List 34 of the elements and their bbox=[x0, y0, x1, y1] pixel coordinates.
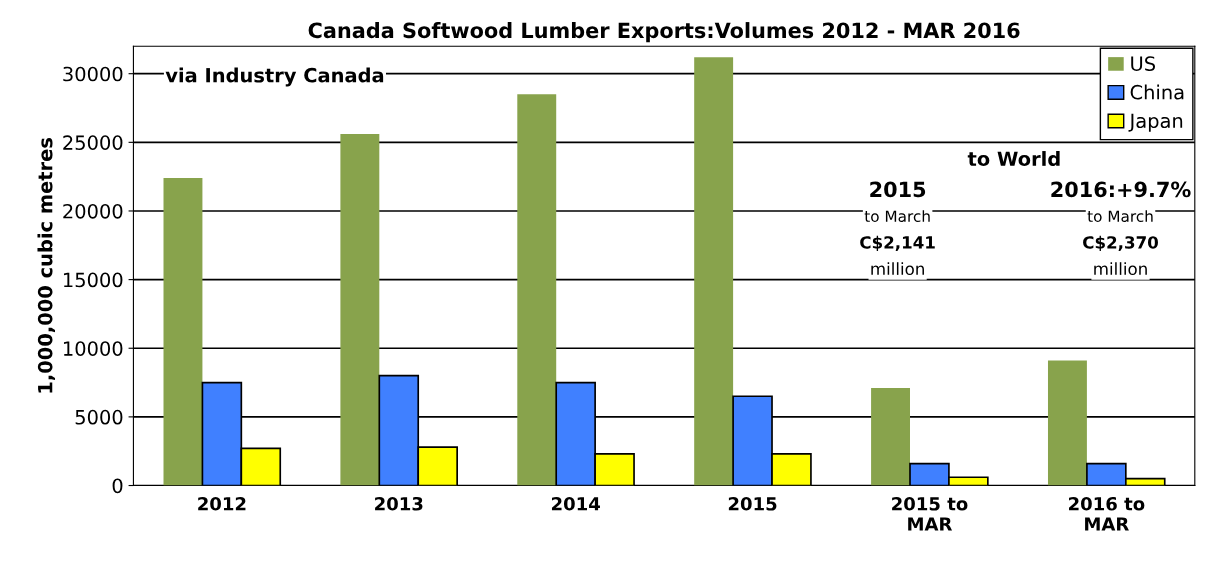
x-tick-label: 2015 bbox=[728, 496, 777, 511]
bar bbox=[163, 178, 203, 486]
x-tick-label: 2012 bbox=[198, 496, 246, 511]
annotation: million bbox=[1094, 262, 1147, 276]
y-tick-label: 30000 bbox=[63, 66, 123, 82]
y-tick-label: 25000 bbox=[63, 135, 123, 150]
annotation: 2016:+9.7% bbox=[1051, 181, 1191, 198]
bar bbox=[871, 388, 910, 486]
x-tick-label: 2014 bbox=[551, 496, 600, 511]
y-tick-label: 20000 bbox=[63, 203, 123, 219]
annotation: C$2,370 bbox=[1083, 235, 1158, 251]
annotation: C$2,141 bbox=[860, 235, 935, 251]
chart-title: Canada Softwood Lumber Exports:Volumes 2012 - MAR 2016 bbox=[308, 22, 1020, 43]
legend-label: US bbox=[1131, 56, 1156, 72]
y-tick-label: 15000 bbox=[63, 272, 123, 288]
x-tick-label: 2016 to MAR bbox=[1069, 496, 1145, 531]
y-axis-title: 1,000,000 cubic metres bbox=[37, 138, 56, 393]
annotation: million bbox=[871, 262, 924, 276]
y-tick-label: 0 bbox=[112, 478, 123, 494]
annotation: via Industry Canada bbox=[165, 67, 384, 87]
bar bbox=[1047, 360, 1087, 486]
y-tick-label: 10000 bbox=[63, 341, 123, 356]
x-tick-label: 2015 to MAR bbox=[892, 496, 968, 531]
y-tick-label: 5000 bbox=[75, 409, 123, 425]
bar bbox=[694, 57, 734, 486]
legend-label: China bbox=[1130, 84, 1184, 100]
annotation: 2015 bbox=[870, 181, 926, 198]
annotation: to World bbox=[967, 151, 1060, 167]
legend-label: Japan bbox=[1128, 113, 1183, 132]
bar bbox=[517, 94, 557, 486]
x-tick-label: 2013 bbox=[375, 496, 423, 511]
annotation: to March bbox=[1087, 210, 1153, 222]
annotation: to March bbox=[864, 210, 930, 222]
bar bbox=[340, 134, 380, 486]
